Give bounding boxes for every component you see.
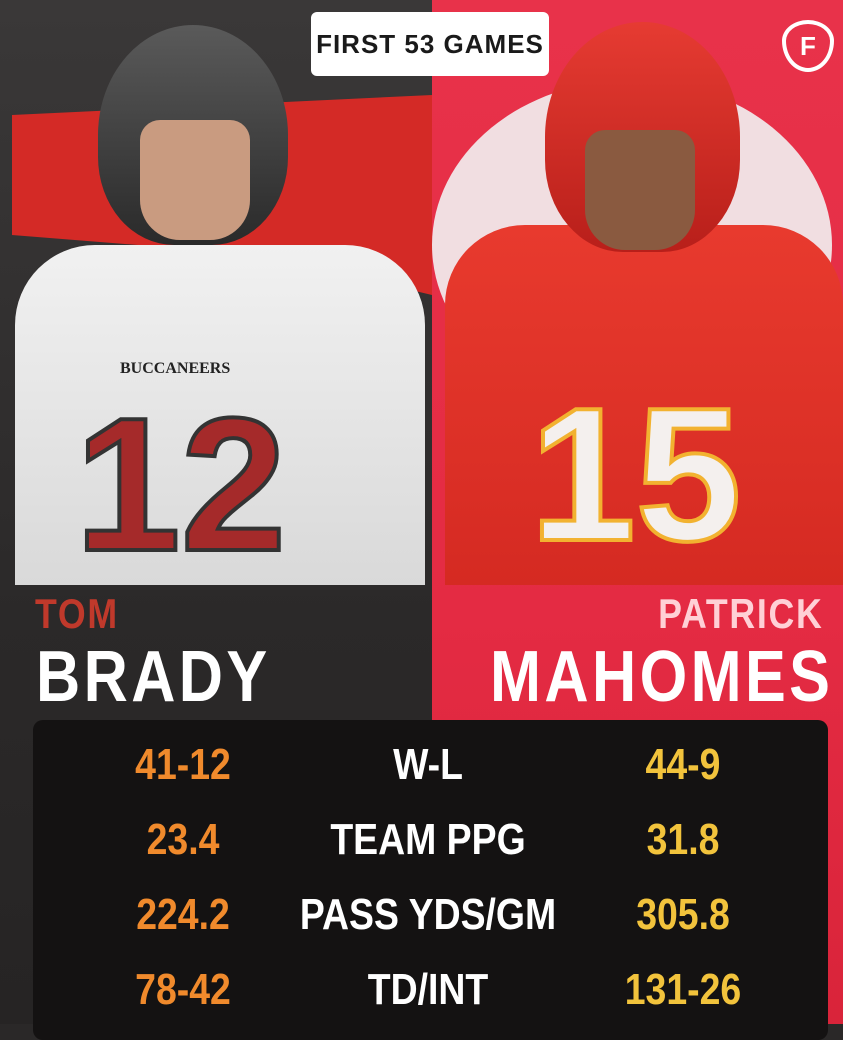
stat-label: PASS YDS/GM — [299, 890, 557, 939]
stat-row-wl: 41-12 W-L 44-9 — [33, 740, 828, 800]
mahomes-value: 31.8 — [646, 815, 720, 864]
stat-label: W-L — [393, 740, 463, 789]
brady-value: 224.2 — [136, 890, 230, 939]
mahomes-value: 131-26 — [624, 965, 742, 1014]
fanduel-logo-icon: F — [782, 20, 834, 72]
mahomes-last-name: MAHOMES — [490, 637, 834, 717]
stat-row-pass-yds: 224.2 PASS YDS/GM 305.8 — [33, 890, 828, 950]
brady-jersey-number: 12 — [73, 379, 288, 591]
title-text: FIRST 53 GAMES — [316, 28, 544, 59]
brady-value: 41-12 — [135, 740, 231, 789]
mahomes-first-name: PATRICK — [657, 590, 823, 637]
jersey-team-text: BUCCANEERS — [120, 360, 231, 377]
stat-label: TEAM PPG — [330, 815, 526, 864]
brady-last-name: BRADY — [36, 637, 271, 717]
brady-value: 78-42 — [135, 965, 231, 1014]
stat-row-team-ppg: 23.4 TEAM PPG 31.8 — [33, 815, 828, 875]
mahomes-value: 44-9 — [645, 740, 721, 789]
brady-value: 23.4 — [146, 815, 220, 864]
stats-table: 41-12 W-L 44-9 23.4 TEAM PPG 31.8 224.2 … — [33, 720, 828, 1040]
stat-label: TD/INT — [367, 965, 489, 1014]
mahomes-value: 305.8 — [636, 890, 730, 939]
mahomes-jersey-number: 15 — [528, 369, 743, 581]
stat-row-td-int: 78-42 TD/INT 131-26 — [33, 965, 828, 1025]
title-badge: FIRST 53 GAMES — [311, 12, 549, 76]
brady-first-name: TOM — [35, 590, 119, 637]
